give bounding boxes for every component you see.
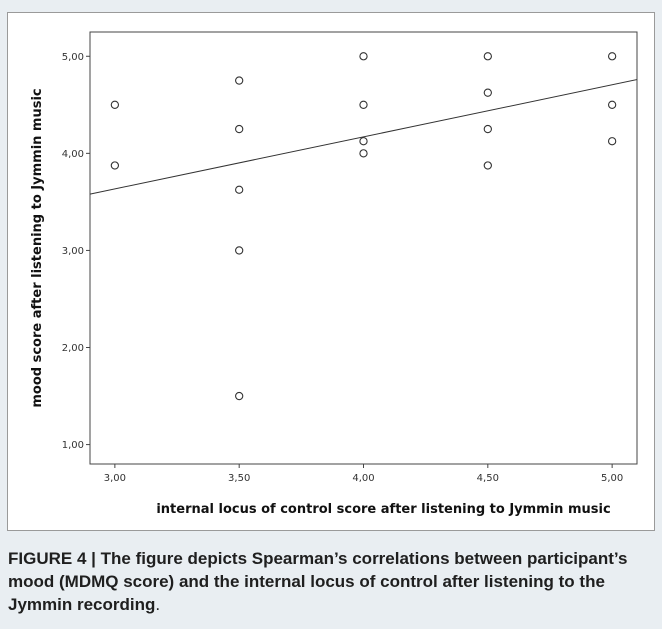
data-point [235,391,244,401]
x-axis-title: internal locus of control score after li… [156,502,610,517]
data-point [483,124,492,134]
y-tick-label: 3,00 [62,246,84,257]
figure-caption: FIGURE 4 | The figure depicts Spearman’s… [8,547,654,616]
fit-line [89,79,638,195]
data-point [359,137,368,146]
data-point [359,100,368,109]
caption-label: FIGURE 4 | [8,549,96,568]
data-point [607,52,617,61]
data-point [235,246,244,255]
data-point [607,100,617,109]
x-tick-label: 3,00 [104,473,126,484]
y-tick-label: 1,00 [62,440,84,451]
data-point [483,161,492,170]
y-tick-label: 5,00 [62,52,84,63]
data-point [483,52,492,61]
y-axis-title: mood score after listening to Jymmin mus… [30,88,45,407]
x-tick-label: 3,50 [228,473,250,484]
data-point [235,76,244,85]
x-tick-label: 4,00 [352,473,374,484]
data-point [110,100,120,109]
data-point [235,124,244,134]
data-point [607,137,617,146]
chart-frame: 1,00 2,00 3,00 4,00 5,00 3,00 3,50 4,00 4,50 5,00… [7,12,655,531]
data-point [110,161,120,170]
data-point [359,52,368,61]
data-point [483,88,492,97]
y-tick-label: 4,00 [62,149,84,160]
caption-text: The figure depicts Spearman’s correlatio… [8,549,628,614]
scatter-plot: 1,00 2,00 3,00 4,00 5,00 3,00 3,50 4,00 4,50 5,00… [30,31,638,517]
y-tick-label: 2,00 [62,343,84,354]
x-tick-label: 5,00 [601,473,623,484]
data-point [359,149,368,158]
x-tick-label: 4,50 [477,473,499,484]
caption-end: . [155,595,161,614]
data-point [235,185,244,194]
